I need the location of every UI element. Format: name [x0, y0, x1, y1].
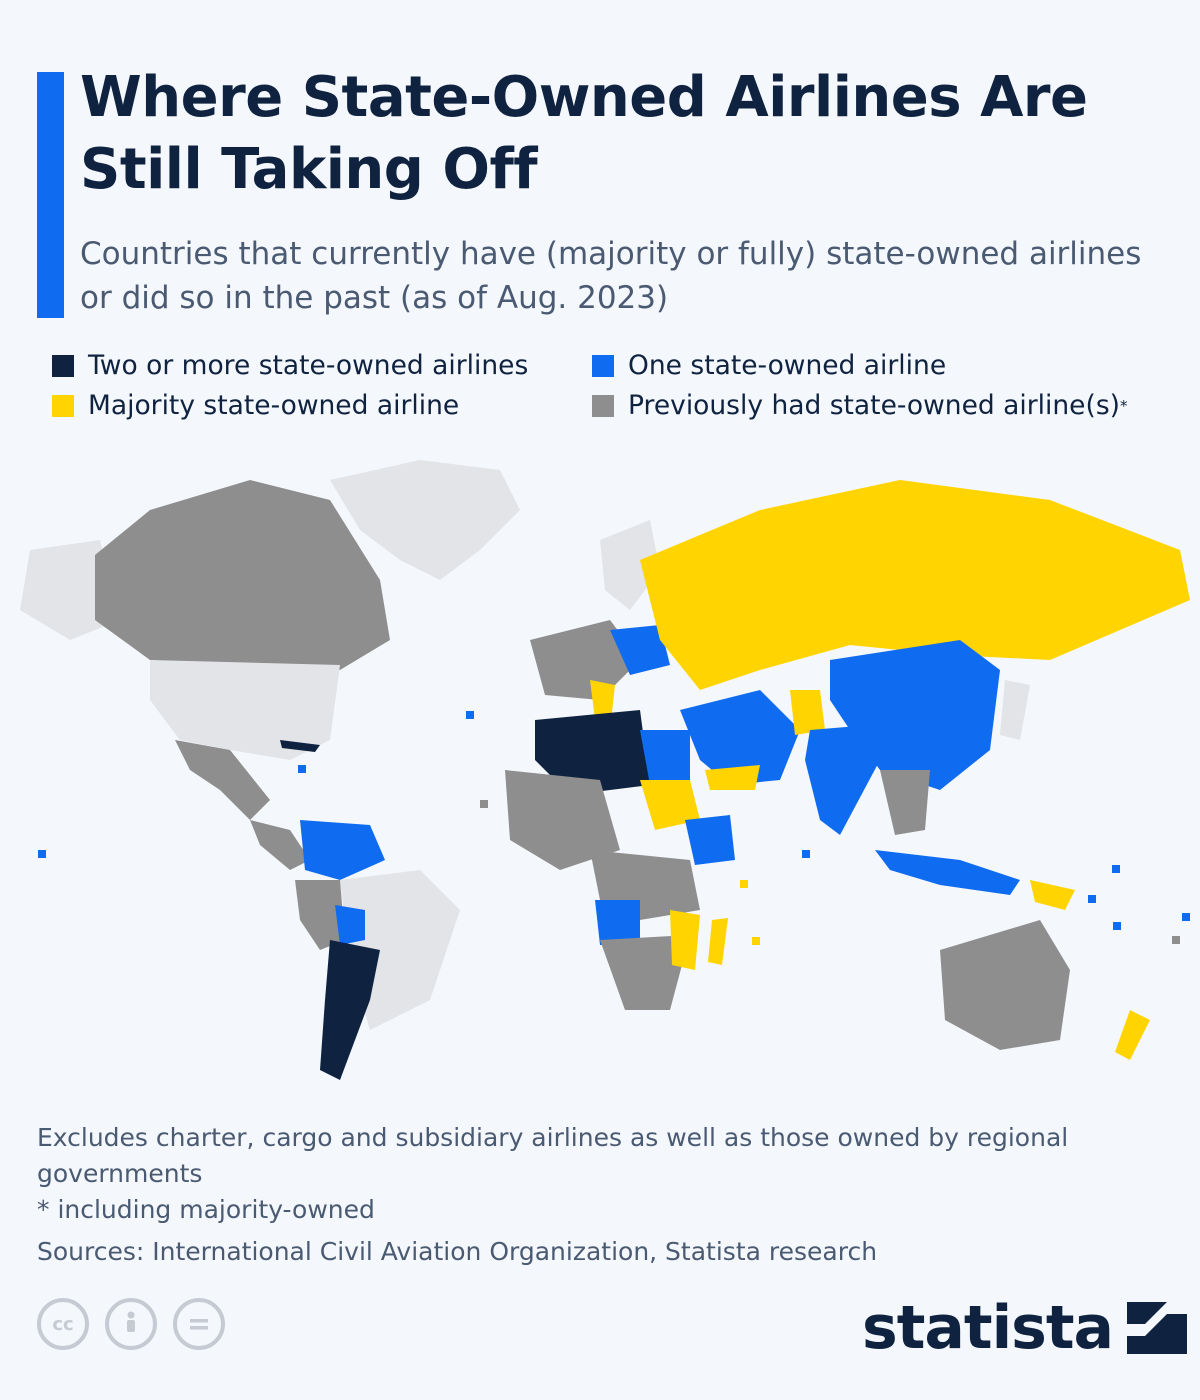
region-indonesia	[875, 850, 1020, 895]
brand-name: statista	[862, 1293, 1114, 1363]
region-australia	[940, 920, 1070, 1050]
note-sources: Sources: International Civil Aviation Or…	[37, 1237, 878, 1266]
region-new-zealand	[1115, 1010, 1150, 1060]
statista-logo: statista	[862, 1293, 1188, 1363]
region-yemen	[705, 765, 760, 790]
legend-item-one: One state-owned airline	[592, 350, 946, 381]
legend-label: One state-owned airline	[628, 350, 947, 381]
island-marker	[1172, 936, 1180, 944]
region-papua-new-guinea	[1030, 880, 1075, 910]
region-pakistan	[790, 690, 825, 735]
region-cuba	[280, 740, 320, 752]
legend-swatch-two-or-more	[52, 354, 74, 377]
legend: Two or more state-owned airlines One sta…	[52, 350, 1182, 430]
legend-swatch-one	[592, 354, 614, 377]
legend-label: Majority state-owned airline	[88, 390, 460, 421]
region-central-america	[250, 820, 310, 870]
region-southern-africa	[600, 935, 690, 1010]
region-bolivia	[335, 905, 365, 945]
note-exclusions: Excludes charter, cargo and subsidiary a…	[37, 1123, 1069, 1188]
island-marker	[740, 880, 748, 888]
region-mexico	[175, 740, 270, 820]
region-southeast-asia	[880, 770, 930, 835]
legend-asterisk: *	[1119, 396, 1128, 415]
chart-title: Where State-Owned Airlines Are Still Tak…	[80, 65, 1088, 202]
region-greenland	[330, 460, 520, 580]
region-china-mongolia	[830, 640, 1000, 790]
legend-item-majority: Majority state-owned airline	[52, 390, 459, 421]
title-accent-bar	[37, 72, 64, 318]
legend-item-previously: Previously had state-owned airline(s) *	[592, 390, 1127, 421]
region-west-africa	[505, 770, 620, 870]
region-eastern-europe	[610, 625, 670, 675]
island-marker	[38, 850, 46, 858]
legend-swatch-majority	[52, 394, 74, 417]
island-marker	[480, 800, 488, 808]
island-marker	[1088, 895, 1096, 903]
legend-label: Previously had state-owned airline(s)	[628, 390, 1120, 421]
region-mozambique	[670, 910, 700, 970]
region-middle-east	[680, 690, 800, 785]
region-egypt	[640, 730, 690, 785]
no-derivatives-icon	[173, 1298, 225, 1350]
region-algeria-libya	[535, 710, 650, 795]
island-marker	[1112, 865, 1120, 873]
island-marker	[802, 850, 810, 858]
region-madagascar	[708, 918, 728, 965]
island-marker	[298, 765, 306, 773]
region-canada	[95, 480, 390, 670]
region-ethiopia	[685, 815, 735, 865]
island-marker	[466, 711, 474, 719]
legend-item-two-or-more: Two or more state-owned airlines	[52, 350, 528, 381]
island-marker	[1113, 922, 1121, 930]
legend-label: Two or more state-owned airlines	[88, 350, 529, 381]
note-asterisk: * including majority-owned	[37, 1195, 375, 1224]
region-russia	[640, 480, 1190, 690]
region-india	[805, 725, 880, 835]
world-map	[20, 460, 1190, 1080]
legend-swatch-previously	[592, 394, 614, 417]
region-usa	[150, 660, 340, 760]
region-argentina	[320, 940, 380, 1080]
region-scandinavia	[600, 520, 660, 610]
attribution-icon	[105, 1298, 157, 1350]
license-icons: cc	[37, 1298, 225, 1350]
island-marker	[752, 937, 760, 945]
island-marker	[1182, 913, 1190, 921]
region-western-europe	[530, 620, 640, 700]
region-japan	[1000, 680, 1030, 740]
region-angola	[595, 900, 640, 945]
statista-mark-icon	[1127, 1302, 1188, 1354]
chart-subtitle: Countries that currently have (majority …	[80, 236, 1142, 316]
region-sudan	[640, 780, 700, 830]
region-venezuela-colombia	[300, 820, 385, 880]
cc-icon: cc	[37, 1298, 89, 1350]
region-peru	[295, 880, 345, 950]
